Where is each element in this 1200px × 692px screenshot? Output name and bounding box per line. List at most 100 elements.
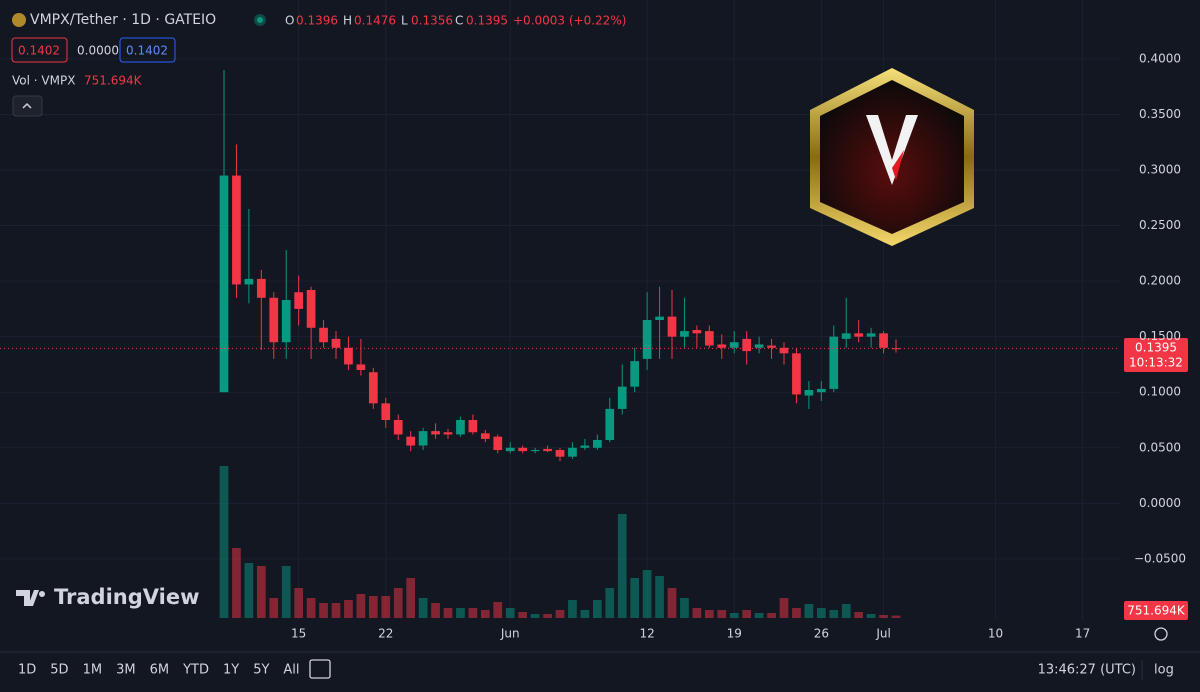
- buy-box[interactable]: [119, 37, 176, 63]
- log-toggle[interactable]: log: [1154, 663, 1174, 678]
- range-button[interactable]: 1M: [83, 663, 103, 678]
- y-tick-label: 0.3500: [1139, 107, 1181, 121]
- volume-bar: [555, 610, 565, 618]
- candle-body: [368, 372, 378, 404]
- volume-bar: [530, 614, 540, 618]
- volume-bar: [816, 608, 826, 618]
- candle-body: [692, 330, 702, 334]
- volume-bar: [269, 598, 279, 618]
- range-button[interactable]: All: [283, 663, 299, 678]
- y-tick-label: 0.0000: [1139, 496, 1181, 510]
- range-button[interactable]: YTD: [182, 663, 209, 678]
- y-tick-label: 0.4000: [1139, 51, 1181, 65]
- logo: [810, 68, 974, 246]
- candle-body: [418, 431, 428, 446]
- candle-body: [480, 433, 490, 439]
- candle-body: [443, 432, 453, 435]
- low-value: 0.1356: [411, 14, 453, 28]
- change-value: +0.0003 (+0.22%): [513, 14, 626, 28]
- price-pane: [0, 70, 1120, 462]
- candle-body: [381, 403, 391, 420]
- sell-price[interactable]: 0.1402: [18, 44, 60, 58]
- candle-body: [294, 292, 304, 309]
- volume-bar: [381, 596, 391, 618]
- price-tag: [1124, 338, 1188, 372]
- volume-bar: [680, 598, 689, 618]
- candle-body: [356, 364, 366, 370]
- volume-label: Vol · VMPX: [12, 74, 75, 88]
- candle-body: [779, 347, 789, 354]
- range-button[interactable]: 6M: [150, 663, 170, 678]
- goto-date-icon[interactable]: [309, 659, 331, 679]
- candle-body: [530, 450, 540, 452]
- volume-bar: [692, 608, 702, 618]
- volume-bar: [592, 600, 602, 618]
- close-value: 0.1395: [466, 14, 508, 28]
- volume-bar: [754, 613, 764, 618]
- close-label: C: [455, 14, 463, 28]
- symbol-title[interactable]: VMPX/Tether · 1D · GATEIO: [30, 12, 216, 28]
- volume-bar: [854, 612, 864, 618]
- volume-bar: [704, 610, 714, 618]
- collapse-button[interactable]: [12, 95, 43, 117]
- range-button[interactable]: 5D: [50, 663, 68, 678]
- settings-icon[interactable]: [1154, 627, 1168, 641]
- candle-body: [232, 175, 241, 285]
- status-dot-core: [257, 17, 263, 23]
- volume-bar: [356, 594, 366, 618]
- volume-bar: [568, 600, 577, 618]
- candle-body: [319, 327, 328, 343]
- volume-bar: [605, 588, 615, 618]
- x-tick-label: 10: [988, 627, 1003, 641]
- volume-bar: [493, 602, 503, 618]
- y-tick-label: 0.2000: [1139, 274, 1181, 288]
- clock[interactable]: 13:46:27 (UTC): [1038, 663, 1136, 678]
- volume-bar: [804, 604, 814, 618]
- candle-body: [555, 450, 565, 457]
- volume-bar: [518, 612, 528, 618]
- volume-bar: [219, 466, 229, 618]
- y-tick-label: 0.3000: [1139, 163, 1181, 177]
- candle-body: [244, 278, 254, 285]
- range-button[interactable]: 5Y: [253, 663, 269, 678]
- candle-body: [306, 290, 316, 328]
- y-tick-label: 0.1500: [1139, 329, 1181, 343]
- candle-body: [256, 278, 266, 298]
- x-tick-label: 19: [727, 627, 742, 641]
- candle-body: [816, 388, 826, 393]
- volume-bar: [617, 514, 627, 618]
- candle-body: [431, 431, 440, 435]
- volume-pane: [219, 466, 901, 618]
- volume-bar: [344, 600, 353, 618]
- candle-body: [505, 447, 515, 452]
- range-button[interactable]: 3M: [116, 663, 136, 678]
- watermark-text: TradingView: [54, 585, 199, 609]
- volume-bar: [642, 570, 652, 618]
- buy-price[interactable]: 0.1402: [126, 44, 168, 58]
- volume-bar: [418, 598, 428, 618]
- watermark: TradingView: [16, 585, 199, 609]
- candle-body: [841, 333, 851, 339]
- candle-body: [630, 361, 640, 387]
- y-tick-label: 0.0500: [1139, 440, 1181, 454]
- candle-body: [592, 440, 602, 448]
- volume-bar: [456, 608, 465, 618]
- range-button[interactable]: 1D: [18, 663, 36, 678]
- spread: 0.0000: [77, 44, 119, 58]
- x-tick-label: Jun: [500, 627, 520, 641]
- volume-bar: [244, 563, 254, 618]
- volume-value: 751.694K: [84, 74, 143, 88]
- symbol-icon: [12, 13, 26, 27]
- volume-bar: [232, 548, 241, 618]
- candle-body: [704, 331, 714, 346]
- x-tick-label: 22: [378, 627, 393, 641]
- candle-body: [804, 390, 814, 396]
- volume-bar: [319, 603, 328, 618]
- candle-body: [281, 300, 291, 343]
- range-button[interactable]: 1Y: [223, 663, 239, 678]
- volume-bar: [655, 576, 664, 618]
- sell-box[interactable]: [11, 37, 68, 63]
- price-tag-value: 0.1395: [1135, 341, 1177, 355]
- high-label: H: [343, 14, 352, 28]
- volume-bar: [505, 608, 515, 618]
